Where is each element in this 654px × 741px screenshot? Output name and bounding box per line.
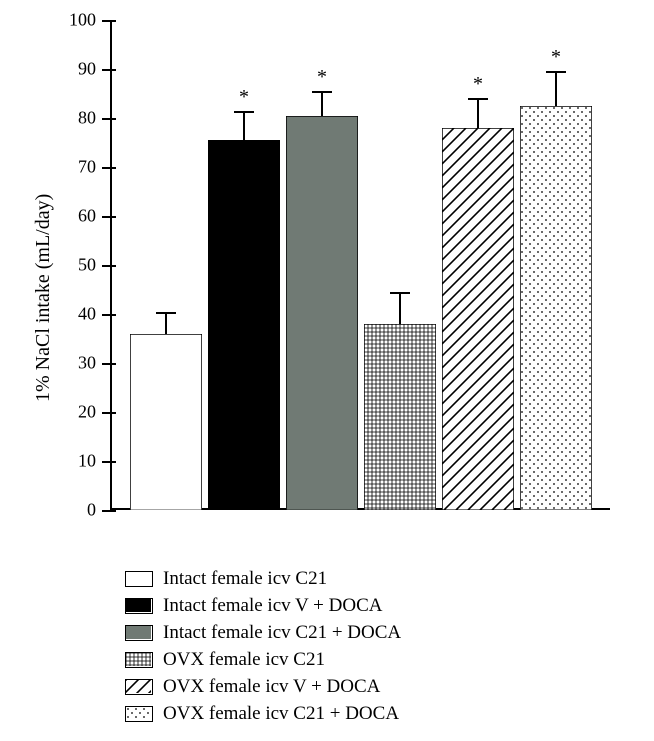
legend-label: Intact female icv C21 + DOCA <box>163 622 401 644</box>
y-tick-inner <box>110 461 116 463</box>
bar <box>208 140 280 510</box>
bar <box>130 334 202 510</box>
legend-item: OVX female icv V + DOCA <box>125 674 401 700</box>
legend-swatch <box>125 571 153 587</box>
y-tick-inner <box>110 118 116 120</box>
y-tick-inner <box>110 20 116 22</box>
errorbar-stem <box>477 98 479 127</box>
errorbar-stem <box>555 71 557 105</box>
y-tick <box>102 216 110 218</box>
bar <box>442 128 514 510</box>
errorbar-cap <box>156 312 176 314</box>
legend-label: OVX female icv C21 + DOCA <box>163 703 399 725</box>
legend-swatch <box>125 625 153 641</box>
significance-mark: * <box>551 46 561 69</box>
y-tick <box>102 265 110 267</box>
legend-item: OVX female icv C21 <box>125 647 401 673</box>
y-tick <box>102 118 110 120</box>
legend-item: Intact female icv C21 + DOCA <box>125 620 401 646</box>
y-tick-inner <box>110 265 116 267</box>
y-tick-label: 20 <box>0 402 96 423</box>
y-tick-label: 60 <box>0 206 96 227</box>
y-tick-inner <box>110 216 116 218</box>
legend-label: Intact female icv V + DOCA <box>163 595 382 617</box>
y-tick-label: 70 <box>0 157 96 178</box>
errorbar-cap <box>390 292 410 294</box>
significance-mark: * <box>239 86 249 109</box>
page-root: 1% NaCl intake (mL/day) Intact female ic… <box>0 0 654 741</box>
bar <box>520 106 592 510</box>
y-tick <box>102 461 110 463</box>
y-tick <box>102 69 110 71</box>
legend-label: OVX female icv C21 <box>163 649 325 671</box>
legend-label: OVX female icv V + DOCA <box>163 676 380 698</box>
y-tick-inner <box>110 167 116 169</box>
y-tick-label: 80 <box>0 108 96 129</box>
errorbar-stem <box>243 111 245 140</box>
legend-item: OVX female icv C21 + DOCA <box>125 701 401 727</box>
errorbar-cap <box>546 71 566 73</box>
y-tick-label: 0 <box>0 500 96 521</box>
y-tick <box>102 314 110 316</box>
significance-mark: * <box>473 73 483 96</box>
y-tick <box>102 412 110 414</box>
y-tick-label: 100 <box>0 10 96 31</box>
legend-swatch <box>125 652 153 668</box>
errorbar-stem <box>399 292 401 324</box>
y-tick-label: 10 <box>0 451 96 472</box>
legend-swatch <box>125 706 153 722</box>
y-tick-inner <box>110 510 116 512</box>
y-tick <box>102 20 110 22</box>
legend: Intact female icv C21 Intact female icv V… <box>125 565 401 728</box>
errorbar-cap <box>312 91 332 93</box>
legend-item: Intact female icv C21 <box>125 566 401 592</box>
y-tick-label: 40 <box>0 304 96 325</box>
y-tick-label: 30 <box>0 353 96 374</box>
y-tick <box>102 363 110 365</box>
y-tick <box>102 510 110 512</box>
y-tick-label: 90 <box>0 59 96 80</box>
legend-item: Intact female icv V + DOCA <box>125 593 401 619</box>
y-tick <box>102 167 110 169</box>
legend-swatch <box>125 679 153 695</box>
y-tick-inner <box>110 412 116 414</box>
errorbar-stem <box>321 91 323 116</box>
legend-swatch <box>125 598 153 614</box>
legend-label: Intact female icv C21 <box>163 568 327 590</box>
y-tick-inner <box>110 363 116 365</box>
y-tick-inner <box>110 69 116 71</box>
errorbar-cap <box>234 111 254 113</box>
errorbar-cap <box>468 98 488 100</box>
bar <box>286 116 358 510</box>
errorbar-stem <box>165 312 167 334</box>
significance-mark: * <box>317 66 327 89</box>
bar <box>364 324 436 510</box>
y-tick-inner <box>110 314 116 316</box>
y-tick-label: 50 <box>0 255 96 276</box>
